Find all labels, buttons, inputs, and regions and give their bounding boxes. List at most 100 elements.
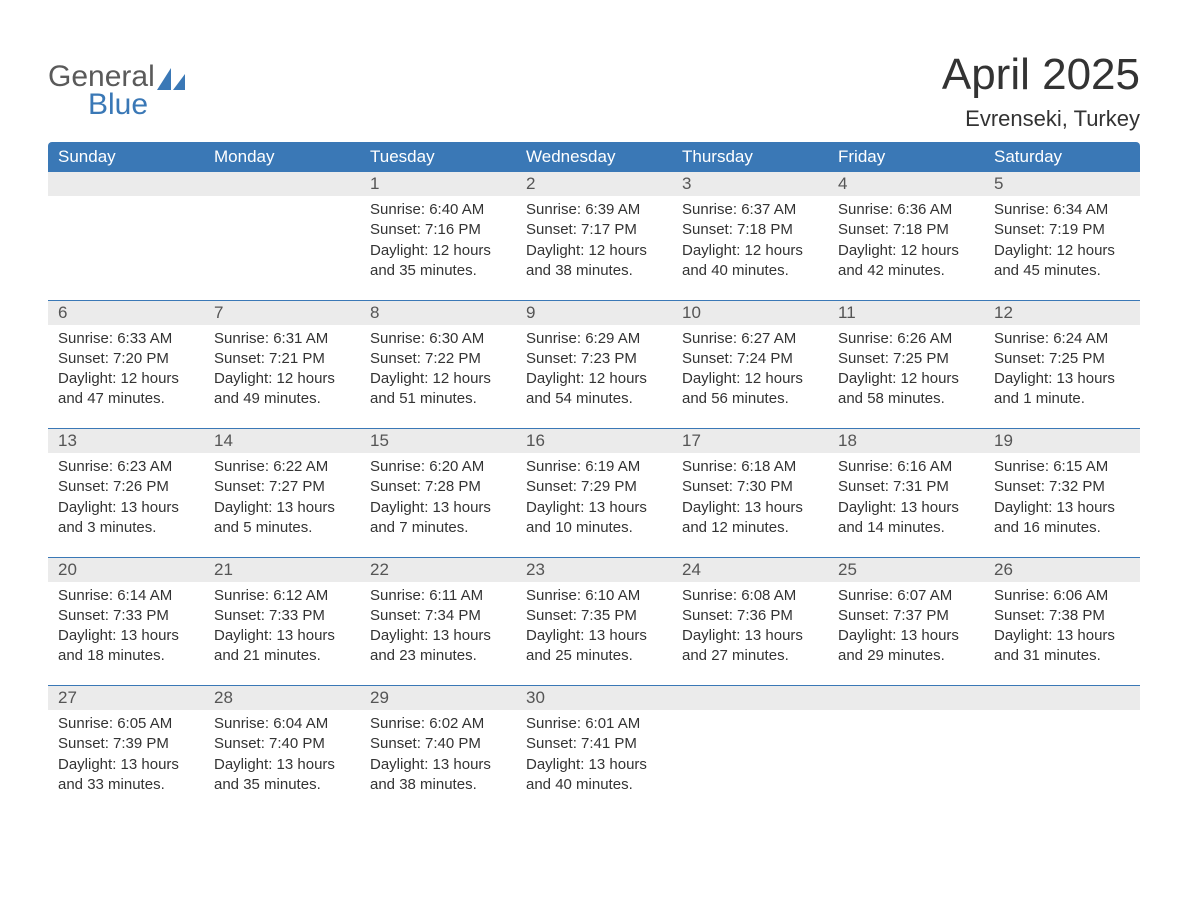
sunset-line: Sunset: 7:36 PM <box>682 606 818 626</box>
daylight-line: Daylight: 13 hours and 35 minutes. <box>214 755 350 796</box>
day-number-row: 26 <box>984 558 1140 582</box>
day-number-row: 6 <box>48 301 204 325</box>
title-block: April 2025 Evrenseki, Turkey <box>942 50 1140 132</box>
day-number-row: 8 <box>360 301 516 325</box>
day-cell: 20Sunrise: 6:14 AMSunset: 7:33 PMDayligh… <box>48 558 204 686</box>
day-cell: 15 Sunrise: 6:20 AMSunset: 7:28 PMDayligh… <box>360 429 516 557</box>
day-number-row: 1 <box>360 172 516 196</box>
sunrise-line: Sunrise: 6:12 AM <box>214 586 350 606</box>
day-number: 12 <box>984 301 1140 325</box>
day-cell <box>204 172 360 300</box>
sunset-line: Sunset: 7:32 PM <box>994 477 1130 497</box>
day-number: 21 <box>204 558 360 582</box>
day-cell <box>672 686 828 814</box>
day-cell: 7Sunrise: 6:31 AMSunset: 7:21 PMDaylight… <box>204 301 360 429</box>
day-cell: 10 Sunrise: 6:27 AMSunset: 7:24 PMDayligh… <box>672 301 828 429</box>
sunrise-line: Sunrise: 6:08 AM <box>682 586 818 606</box>
day-number-row: 14 <box>204 429 360 453</box>
daylight-line: Daylight: 13 hours and 7 minutes. <box>370 498 506 539</box>
day-number: 10 <box>672 301 828 325</box>
day-cell: 12Sunrise: 6:24 AMSunset: 7:25 PMDayligh… <box>984 301 1140 429</box>
sunset-line: Sunset: 7:29 PM <box>526 477 662 497</box>
logo-sail-icon <box>157 68 185 90</box>
daylight-line: Daylight: 13 hours and 1 minute. <box>994 369 1130 410</box>
day-number: 3 <box>672 172 828 196</box>
day-number: 13 <box>48 429 204 453</box>
sunrise-line: Sunrise: 6:20 AM <box>370 457 506 477</box>
day-number-row: 20 <box>48 558 204 582</box>
sunset-line: Sunset: 7:19 PM <box>994 220 1130 240</box>
day-number-row: 9 <box>516 301 672 325</box>
day-cell: 25Sunrise: 6:07 AMSunset: 7:37 PMDayligh… <box>828 558 984 686</box>
day-body: Sunrise: 6:04 AMSunset: 7:40 PMDaylight:… <box>204 710 360 805</box>
sunset-line: Sunset: 7:24 PM <box>682 349 818 369</box>
day-body: Sunrise: 6:22 AMSunset: 7:27 PMDaylight:… <box>204 453 360 548</box>
daylight-line: Daylight: 13 hours and 29 minutes. <box>838 626 974 667</box>
day-body: Sunrise: 6:34 AMSunset: 7:19 PMDaylight:… <box>984 196 1140 291</box>
day-body: Sunrise: 6:11 AMSunset: 7:34 PMDaylight:… <box>360 582 516 677</box>
daylight-line: Daylight: 13 hours and 31 minutes. <box>994 626 1130 667</box>
sunset-line: Sunset: 7:20 PM <box>58 349 194 369</box>
day-cell: 16Sunrise: 6:19 AMSunset: 7:29 PMDayligh… <box>516 429 672 557</box>
sunrise-line: Sunrise: 6:29 AM <box>526 329 662 349</box>
day-body: Sunrise: 6:37 AMSunset: 7:18 PMDaylight:… <box>672 196 828 291</box>
day-number-row: 3 <box>672 172 828 196</box>
day-number-row: 22 <box>360 558 516 582</box>
day-body: Sunrise: 6:24 AMSunset: 7:25 PMDaylight:… <box>984 325 1140 420</box>
daylight-line: Daylight: 13 hours and 23 minutes. <box>370 626 506 667</box>
sunrise-line: Sunrise: 6:06 AM <box>994 586 1130 606</box>
day-number: 14 <box>204 429 360 453</box>
daylight-line: Daylight: 12 hours and 56 minutes. <box>682 369 818 410</box>
sunrise-line: Sunrise: 6:36 AM <box>838 200 974 220</box>
sunrise-line: Sunrise: 6:40 AM <box>370 200 506 220</box>
sunset-line: Sunset: 7:18 PM <box>838 220 974 240</box>
day-number-row: 21 <box>204 558 360 582</box>
day-cell: 13Sunrise: 6:23 AMSunset: 7:26 PMDayligh… <box>48 429 204 557</box>
sunset-line: Sunset: 7:28 PM <box>370 477 506 497</box>
day-body: Sunrise: 6:30 AMSunset: 7:22 PMDaylight:… <box>360 325 516 420</box>
day-header: Sunday <box>48 142 204 172</box>
sunset-line: Sunset: 7:34 PM <box>370 606 506 626</box>
sunset-line: Sunset: 7:41 PM <box>526 734 662 754</box>
sunrise-line: Sunrise: 6:24 AM <box>994 329 1130 349</box>
day-cell: 19Sunrise: 6:15 AMSunset: 7:32 PMDayligh… <box>984 429 1140 557</box>
day-number-row: 13 <box>48 429 204 453</box>
daylight-line: Daylight: 13 hours and 25 minutes. <box>526 626 662 667</box>
calendar-head: Sunday Monday Tuesday Wednesday Thursday… <box>48 142 1140 172</box>
daylight-line: Daylight: 13 hours and 33 minutes. <box>58 755 194 796</box>
sunrise-line: Sunrise: 6:22 AM <box>214 457 350 477</box>
day-number: 18 <box>828 429 984 453</box>
sunset-line: Sunset: 7:17 PM <box>526 220 662 240</box>
day-number: 11 <box>828 301 984 325</box>
day-number: 23 <box>516 558 672 582</box>
daylight-line: Daylight: 13 hours and 27 minutes. <box>682 626 818 667</box>
day-header: Monday <box>204 142 360 172</box>
day-number-row <box>984 686 1140 710</box>
day-body: Sunrise: 6:19 AMSunset: 7:29 PMDaylight:… <box>516 453 672 548</box>
day-number: 9 <box>516 301 672 325</box>
daylight-line: Daylight: 12 hours and 40 minutes. <box>682 241 818 282</box>
day-body: Sunrise: 6:16 AMSunset: 7:31 PMDaylight:… <box>828 453 984 548</box>
sunrise-line: Sunrise: 6:14 AM <box>58 586 194 606</box>
day-cell: 18Sunrise: 6:16 AMSunset: 7:31 PMDayligh… <box>828 429 984 557</box>
daylight-line: Daylight: 13 hours and 5 minutes. <box>214 498 350 539</box>
day-number-row: 11 <box>828 301 984 325</box>
sunrise-line: Sunrise: 6:04 AM <box>214 714 350 734</box>
day-number-row: 28 <box>204 686 360 710</box>
daylight-line: Daylight: 13 hours and 3 minutes. <box>58 498 194 539</box>
day-number-row: 15 <box>360 429 516 453</box>
day-body: Sunrise: 6:26 AMSunset: 7:25 PMDaylight:… <box>828 325 984 420</box>
day-number: 28 <box>204 686 360 710</box>
daylight-line: Daylight: 12 hours and 54 minutes. <box>526 369 662 410</box>
sunrise-line: Sunrise: 6:15 AM <box>994 457 1130 477</box>
sunset-line: Sunset: 7:39 PM <box>58 734 194 754</box>
sunrise-line: Sunrise: 6:39 AM <box>526 200 662 220</box>
sunrise-line: Sunrise: 6:27 AM <box>682 329 818 349</box>
sunrise-line: Sunrise: 6:19 AM <box>526 457 662 477</box>
header: General Blue April 2025 Evrenseki, Turke… <box>48 50 1140 132</box>
daylight-line: Daylight: 13 hours and 38 minutes. <box>370 755 506 796</box>
week-row: 6Sunrise: 6:33 AMSunset: 7:20 PMDaylight… <box>48 301 1140 429</box>
day-header: Saturday <box>984 142 1140 172</box>
day-body: Sunrise: 6:15 AMSunset: 7:32 PMDaylight:… <box>984 453 1140 548</box>
sunset-line: Sunset: 7:27 PM <box>214 477 350 497</box>
